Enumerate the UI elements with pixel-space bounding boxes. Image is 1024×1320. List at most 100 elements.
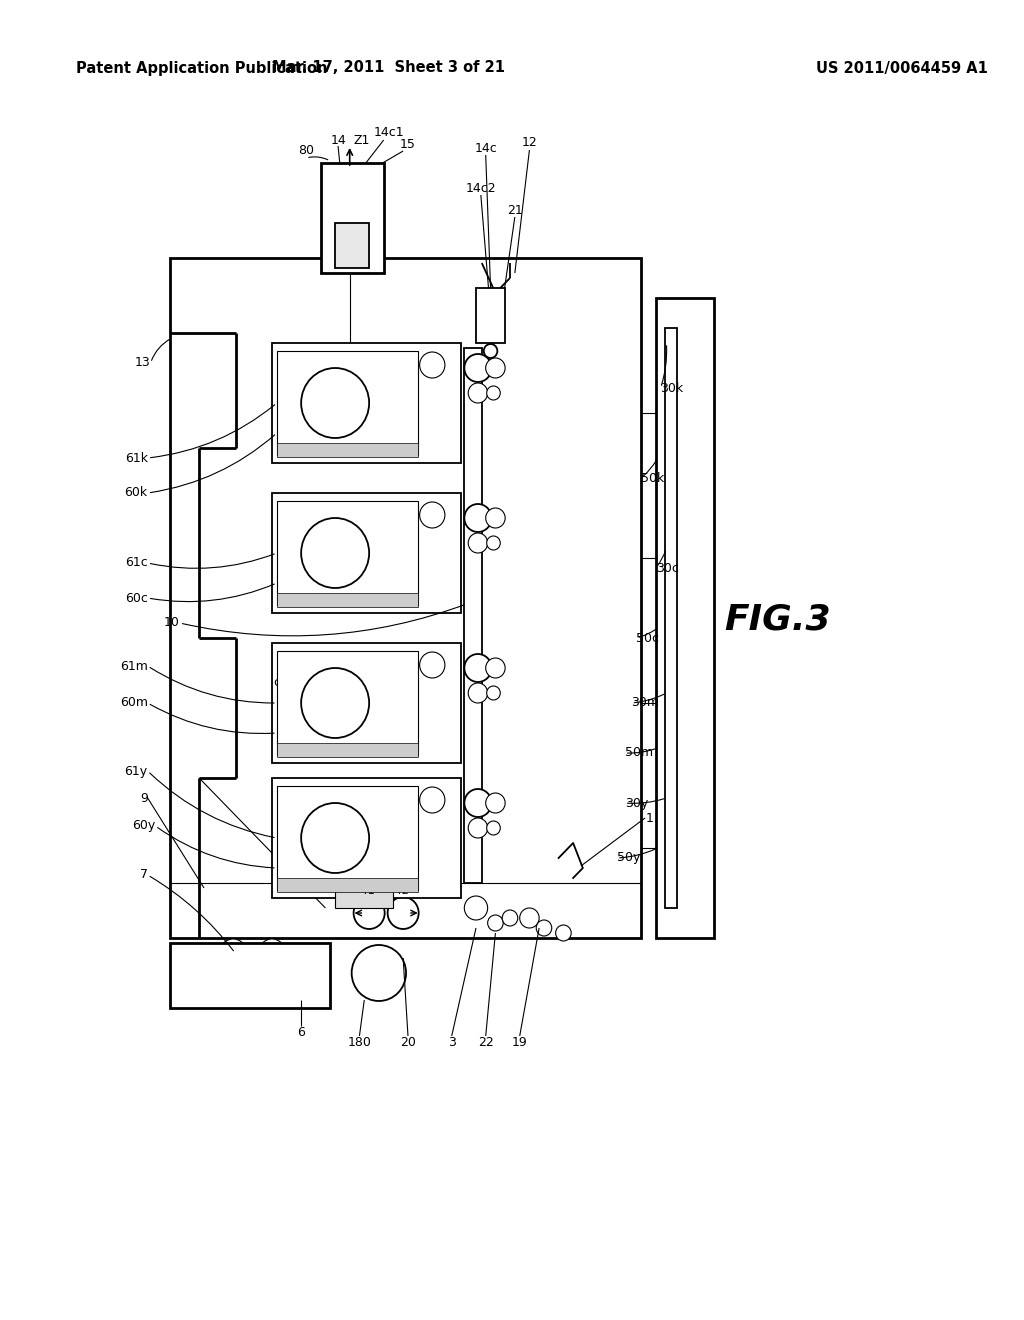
Text: 30y: 30y — [625, 796, 648, 809]
Circle shape — [301, 517, 369, 587]
Text: 50m: 50m — [625, 747, 652, 759]
Bar — [276, 651, 418, 755]
Text: 50k: 50k — [641, 471, 665, 484]
Bar — [276, 351, 418, 455]
Text: 80: 80 — [298, 144, 314, 157]
Circle shape — [351, 945, 407, 1001]
Bar — [276, 785, 418, 890]
Text: Patent Application Publication: Patent Application Publication — [76, 61, 328, 75]
Circle shape — [556, 925, 571, 941]
Circle shape — [486, 536, 501, 550]
Bar — [170, 942, 331, 1008]
Bar — [335, 223, 369, 268]
Circle shape — [464, 504, 492, 532]
Text: 21: 21 — [507, 203, 522, 216]
Text: 14c2: 14c2 — [466, 181, 497, 194]
Bar — [172, 260, 237, 936]
Circle shape — [258, 939, 286, 968]
Text: 61y: 61y — [125, 764, 147, 777]
Text: 60m: 60m — [120, 697, 147, 710]
Bar — [464, 348, 482, 883]
Bar — [170, 257, 641, 939]
Circle shape — [464, 653, 492, 682]
Bar — [272, 492, 462, 612]
Circle shape — [420, 787, 444, 813]
Text: 22: 22 — [478, 1036, 494, 1049]
Circle shape — [502, 909, 518, 927]
Circle shape — [468, 682, 487, 704]
Circle shape — [464, 896, 487, 920]
Circle shape — [485, 793, 505, 813]
Circle shape — [288, 954, 314, 982]
Text: FIG.3: FIG.3 — [724, 603, 830, 638]
Circle shape — [486, 686, 501, 700]
Bar — [276, 743, 418, 756]
Circle shape — [420, 352, 444, 378]
Text: Y1: Y1 — [362, 886, 376, 896]
Circle shape — [468, 818, 487, 838]
Bar — [276, 593, 418, 607]
Circle shape — [464, 789, 492, 817]
Circle shape — [301, 668, 369, 738]
Text: 1: 1 — [646, 812, 654, 825]
Text: 6: 6 — [297, 1027, 305, 1040]
Circle shape — [485, 358, 505, 378]
Bar — [276, 444, 418, 457]
Text: 60y: 60y — [132, 820, 156, 833]
Text: 30m: 30m — [632, 697, 659, 710]
Text: c: c — [273, 676, 281, 689]
Circle shape — [420, 502, 444, 528]
Text: 15: 15 — [400, 139, 416, 152]
Bar — [272, 343, 462, 463]
Circle shape — [486, 385, 501, 400]
Text: 50c: 50c — [636, 631, 659, 644]
Text: 61k: 61k — [125, 451, 147, 465]
Text: 20: 20 — [400, 1036, 416, 1049]
Bar — [272, 643, 462, 763]
Text: 13: 13 — [135, 356, 151, 370]
Text: 7: 7 — [139, 869, 147, 882]
Text: 30k: 30k — [660, 381, 684, 395]
Text: 50y: 50y — [616, 851, 640, 865]
Bar — [276, 878, 418, 892]
Circle shape — [468, 533, 487, 553]
Text: 30c: 30c — [655, 561, 679, 574]
Circle shape — [353, 898, 385, 929]
Circle shape — [464, 354, 492, 381]
Bar — [476, 288, 505, 343]
Text: Z1: Z1 — [353, 135, 370, 148]
Circle shape — [219, 939, 247, 968]
Text: 60c: 60c — [125, 591, 147, 605]
Text: 19: 19 — [512, 1036, 527, 1049]
Text: 9: 9 — [140, 792, 147, 804]
Text: US 2011/0064459 A1: US 2011/0064459 A1 — [816, 61, 988, 75]
Circle shape — [388, 898, 419, 929]
Text: 61c: 61c — [125, 557, 147, 569]
Bar — [666, 327, 677, 908]
Text: 14c: 14c — [474, 141, 497, 154]
Text: 3: 3 — [447, 1036, 456, 1049]
Text: 60k: 60k — [125, 487, 147, 499]
Circle shape — [537, 920, 552, 936]
Circle shape — [520, 908, 539, 928]
Text: 14c1: 14c1 — [374, 127, 403, 140]
Text: 61m: 61m — [120, 660, 147, 672]
Text: 12: 12 — [521, 136, 538, 149]
Circle shape — [483, 345, 498, 358]
Circle shape — [486, 821, 501, 836]
Circle shape — [301, 368, 369, 438]
Bar — [321, 162, 384, 273]
Circle shape — [301, 803, 369, 873]
Text: 10: 10 — [164, 616, 179, 630]
Circle shape — [485, 508, 505, 528]
Circle shape — [420, 652, 444, 678]
Text: Mar. 17, 2011  Sheet 3 of 21: Mar. 17, 2011 Sheet 3 of 21 — [272, 61, 505, 75]
Bar — [276, 502, 418, 605]
Text: 180: 180 — [347, 1036, 372, 1049]
Text: Y2: Y2 — [396, 886, 410, 896]
Circle shape — [468, 383, 487, 403]
Bar — [335, 878, 393, 908]
Bar — [655, 298, 714, 939]
Circle shape — [487, 915, 503, 931]
Text: 14: 14 — [330, 133, 346, 147]
